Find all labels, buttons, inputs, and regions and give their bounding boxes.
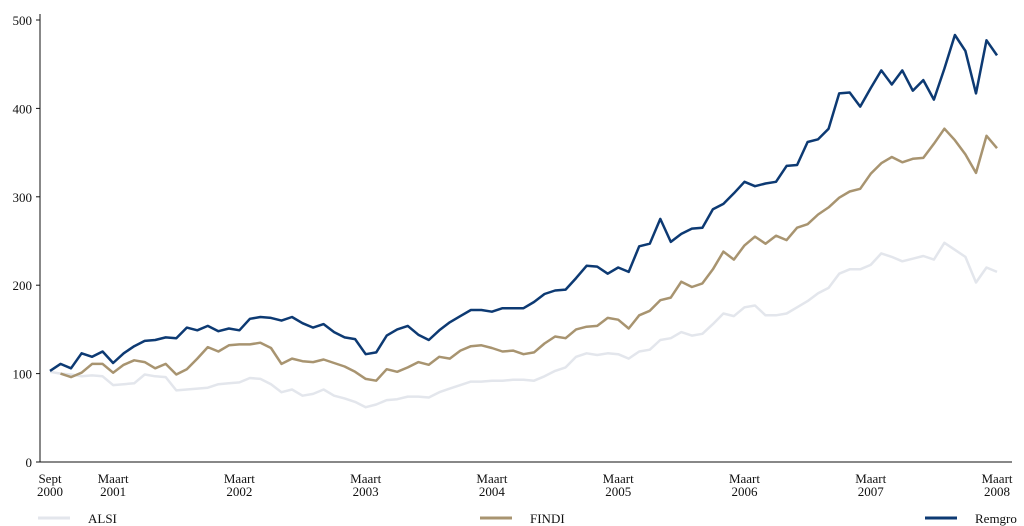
- legend-label: Remgro: [975, 511, 1017, 526]
- y-tick-label: 300: [13, 190, 33, 205]
- y-tick-label: 200: [13, 278, 33, 293]
- series-line: [49, 241, 998, 409]
- y-tick-label: 100: [13, 367, 33, 382]
- x-tick-label: Sept 2000: [37, 471, 63, 499]
- series-line: [49, 33, 999, 372]
- x-tick-label: Maart 2007: [855, 471, 886, 499]
- y-tick-label: 0: [26, 455, 33, 470]
- x-tick-label: Maart 2005: [603, 471, 634, 499]
- x-tick-label: Maart 2002: [224, 471, 255, 499]
- x-tick-label: Maart 2006: [729, 471, 760, 499]
- x-tick-label: Maart 2003: [350, 471, 381, 499]
- y-tick-label: 400: [13, 101, 33, 116]
- x-tick-label: Maart 2001: [98, 471, 129, 499]
- y-tick-label: 500: [13, 13, 33, 28]
- legend-label: FINDI: [530, 511, 565, 526]
- series-line: [60, 127, 998, 382]
- x-tick-label: Maart 2004: [476, 471, 507, 499]
- legend-label: ALSI: [88, 511, 117, 526]
- x-tick-label: Maart 2008: [981, 471, 1012, 499]
